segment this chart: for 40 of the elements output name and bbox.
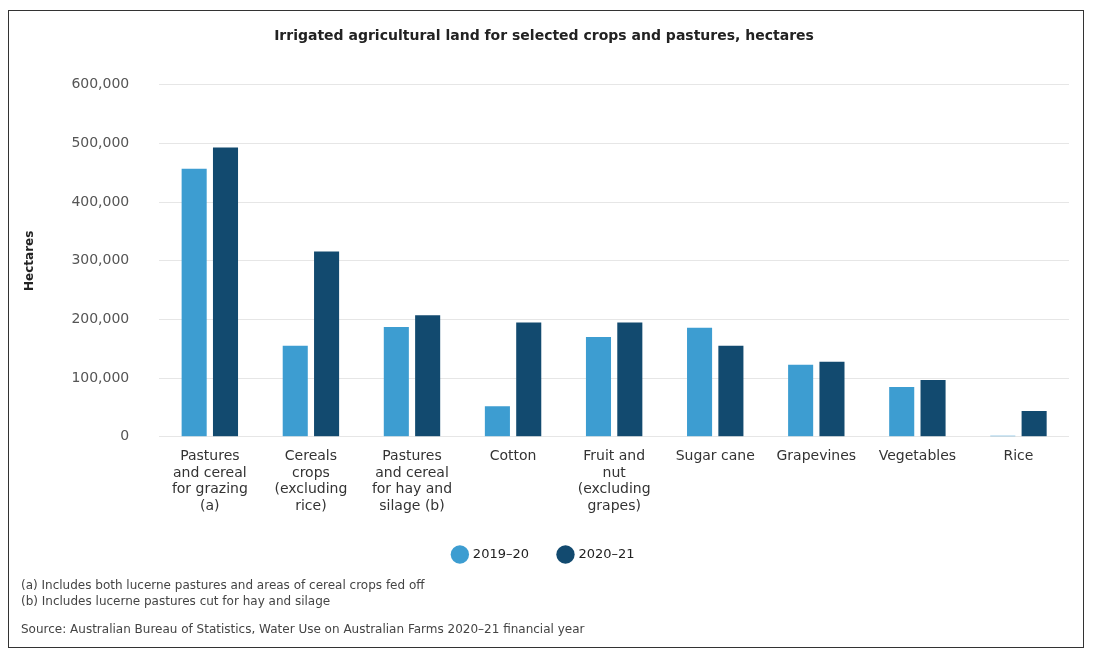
x-tick-label: Pastures and cereal for hay and silage (b)	[371, 446, 453, 514]
x-tick-label: Sugar cane	[675, 446, 755, 463]
y-tick-label: 100,000	[71, 368, 130, 385]
bar	[889, 386, 915, 437]
bar	[1021, 410, 1047, 437]
bar	[585, 337, 612, 437]
y-tick-label: 0	[120, 427, 130, 444]
bar	[718, 345, 744, 437]
y-axis-title: Hectares	[22, 230, 37, 291]
text: (a) Includes both lucerne pastures and areas of cereal crops fed off	[21, 577, 426, 593]
y-tick-label: 600,000	[71, 75, 130, 92]
bar	[516, 322, 542, 437]
text: (b) Includes lucerne pastures cut for hay and silage	[21, 593, 332, 609]
bar	[687, 327, 713, 437]
legend-label: 2020–21	[578, 545, 635, 561]
bar	[282, 345, 308, 437]
x-tick-label: Fruit and nut (excluding grapes)	[577, 446, 651, 514]
bar	[181, 168, 207, 437]
y-tick-label: 400,000	[71, 192, 130, 209]
x-tick-label: Cereals crops (excluding rice)	[274, 446, 348, 514]
legend-label: 2019–20	[472, 545, 530, 561]
bar	[314, 251, 340, 437]
chart-title: Irrigated agricultural land for selected crops and pastures, hectares	[274, 27, 814, 44]
bar	[819, 361, 845, 437]
bar	[383, 327, 409, 437]
x-tick-label: Pastures and cereal for grazing (a)	[171, 446, 248, 514]
bar	[920, 379, 946, 437]
bar	[212, 147, 239, 437]
bar	[484, 406, 510, 437]
x-tick-label: Cotton	[489, 446, 537, 463]
y-tick-label: 300,000	[71, 251, 130, 268]
bar	[788, 364, 814, 437]
x-tick-label: Rice	[1003, 446, 1034, 463]
bar	[415, 315, 441, 437]
bar	[617, 322, 643, 437]
source-note: Source: Australian Bureau of Statistics, Water Use on Australian Farms 2020–21 financial year	[21, 621, 585, 637]
x-tick-label: Vegetables	[878, 446, 957, 463]
y-tick-label: 500,000	[71, 134, 130, 151]
x-tick-label: Grapevines	[776, 446, 857, 463]
y-tick-label: 200,000	[71, 310, 130, 327]
